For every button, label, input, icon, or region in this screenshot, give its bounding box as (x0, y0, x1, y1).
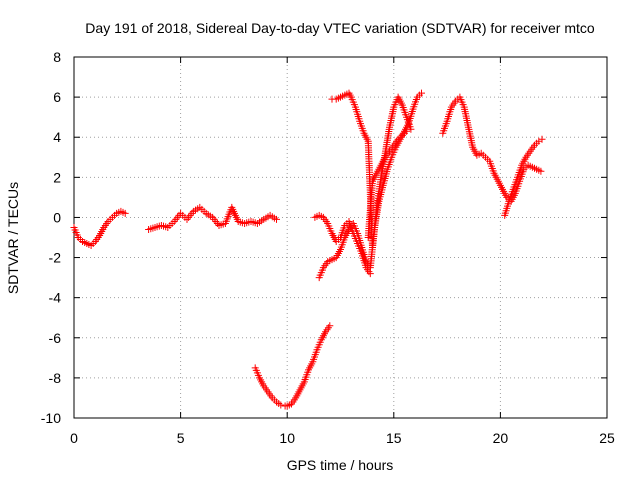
data-point (418, 89, 425, 97)
y-tick-label: -2 (49, 250, 62, 266)
y-tick-label: 2 (53, 169, 61, 185)
data-point (121, 209, 129, 217)
y-tick-label: 0 (53, 209, 61, 225)
data-point (403, 127, 411, 135)
x-tick-label: 15 (386, 430, 402, 446)
y-axis-label: SDTVAR / TECUs (5, 182, 21, 294)
y-tick-label: -6 (49, 330, 62, 346)
y-tick-label: 8 (53, 49, 61, 65)
x-tick-label: 0 (70, 430, 78, 446)
axis-ticks: 0 5 10 15 20 25 -10 -8 -6 -4 -2 0 2 4 6 8 (41, 49, 615, 446)
x-tick-label: 10 (279, 430, 295, 446)
data-point (326, 322, 334, 330)
data-point (273, 215, 280, 223)
y-tick-label: 6 (53, 89, 61, 105)
data-point (277, 401, 285, 409)
data-points (70, 89, 546, 410)
chart-title: Day 191 of 2018, Sidereal Day-to-day VTE… (85, 20, 595, 36)
x-tick-label: 5 (177, 430, 185, 446)
x-tick-label: 25 (599, 430, 615, 446)
data-point (366, 270, 374, 278)
y-tick-label: -4 (49, 290, 62, 306)
data-point (407, 125, 415, 133)
data-point (537, 167, 545, 175)
y-tick-label: -8 (49, 370, 62, 386)
y-tick-label: 4 (53, 129, 61, 145)
x-tick-label: 20 (493, 430, 509, 446)
grid (74, 57, 607, 418)
plot-frame (73, 56, 608, 419)
y-tick-label: -10 (41, 410, 61, 426)
x-axis-label: GPS time / hours (287, 457, 394, 473)
data-point (538, 135, 546, 143)
